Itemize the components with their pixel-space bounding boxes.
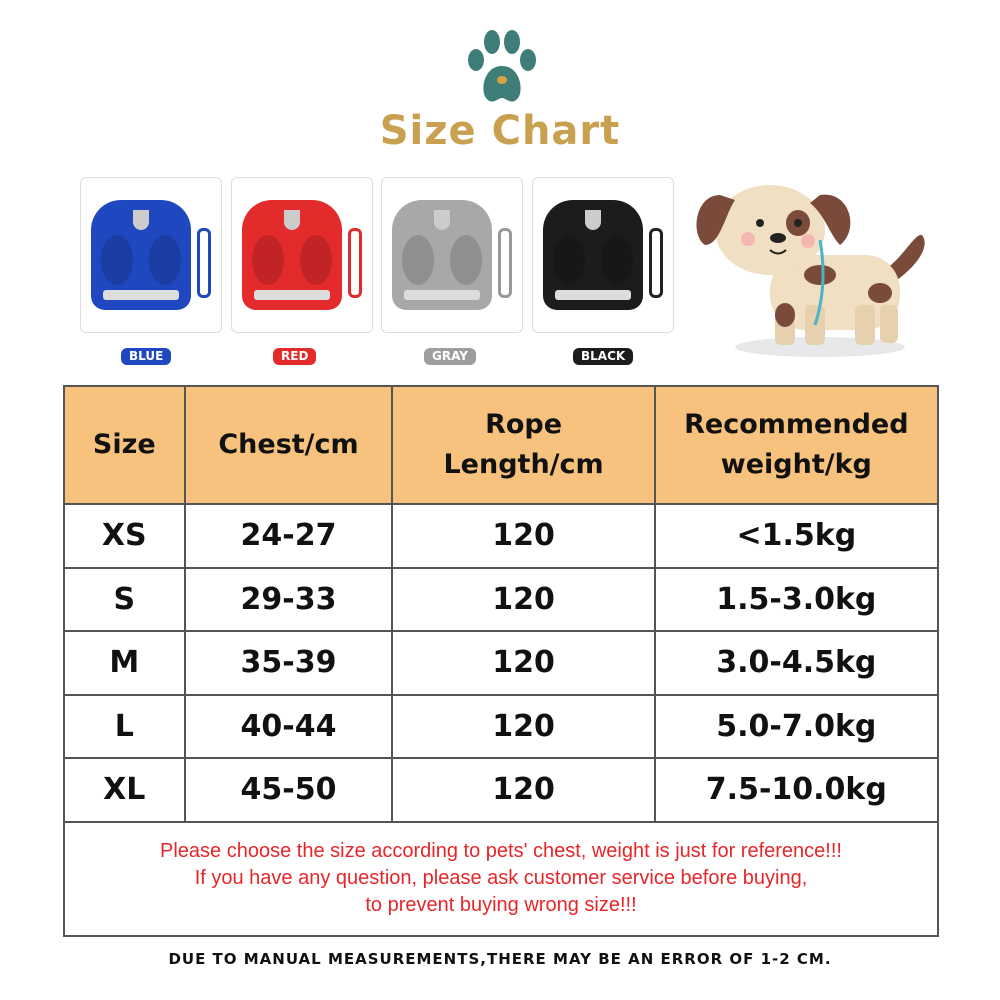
- table-row: L 40-44 120 5.0-7.0kg: [63, 693, 940, 759]
- weight-cell: 7.5-10.0kg: [653, 757, 940, 823]
- color-label-red: RED: [273, 348, 317, 365]
- weight-cell: 3.0-4.5kg: [653, 630, 940, 696]
- table-header-row: Size Chest/cm Rope Length/cm Recommended…: [63, 385, 940, 505]
- header-weight: Recommended weight/kg: [653, 385, 940, 505]
- product-image-blue: [80, 177, 222, 333]
- size-cell: XL: [63, 757, 186, 823]
- size-cell: XS: [63, 503, 186, 569]
- size-cell: M: [63, 630, 186, 696]
- color-label-blue: BLUE: [121, 348, 172, 365]
- chest-cell: 24-27: [183, 503, 394, 569]
- note-line: to prevent buying wrong size!!!: [365, 894, 637, 916]
- chest-cell: 45-50: [183, 757, 394, 823]
- rope-cell: 120: [391, 757, 656, 823]
- header-size: Size: [63, 385, 186, 505]
- sizing-notes: Please choose the size according to pets…: [63, 820, 939, 937]
- size-cell: L: [63, 693, 186, 759]
- page-title: Size Chart: [379, 108, 621, 154]
- table-row: M 35-39 120 3.0-4.5kg: [63, 630, 940, 696]
- chest-cell: 35-39: [183, 630, 394, 696]
- product-image-red: [231, 177, 373, 333]
- rope-cell: 120: [391, 693, 656, 759]
- size-table: Size Chest/cm Rope Length/cm Recommended…: [63, 385, 940, 823]
- header-rope-length: Rope Length/cm: [391, 385, 656, 505]
- rope-cell: 120: [391, 630, 656, 696]
- product-image-gray: [381, 177, 523, 333]
- weight-cell: <1.5kg: [653, 503, 940, 569]
- note-line: If you have any question, please ask cus…: [194, 867, 808, 889]
- dog-icon: [696, 185, 925, 357]
- table-row: XL 45-50 120 7.5-10.0kg: [63, 757, 940, 823]
- weight-cell: 5.0-7.0kg: [653, 693, 940, 759]
- chest-cell: 29-33: [183, 566, 394, 632]
- color-label-black: BLACK: [573, 348, 634, 365]
- paw-icon: [468, 30, 536, 102]
- chest-cell: 40-44: [183, 693, 394, 759]
- rope-cell: 120: [391, 503, 656, 569]
- size-cell: S: [63, 566, 186, 632]
- color-label-gray: GRAY: [424, 348, 476, 365]
- header-chest: Chest/cm: [183, 385, 394, 505]
- rope-cell: 120: [391, 566, 656, 632]
- product-image-black: [532, 177, 674, 333]
- measurement-disclaimer: DUE TO MANUAL MEASUREMENTS,THERE MAY BE …: [168, 950, 832, 968]
- table-row: S 29-33 120 1.5-3.0kg: [63, 566, 940, 632]
- note-line: Please choose the size according to pets…: [160, 840, 842, 862]
- weight-cell: 1.5-3.0kg: [653, 566, 940, 632]
- table-row: XS 24-27 120 <1.5kg: [63, 503, 940, 569]
